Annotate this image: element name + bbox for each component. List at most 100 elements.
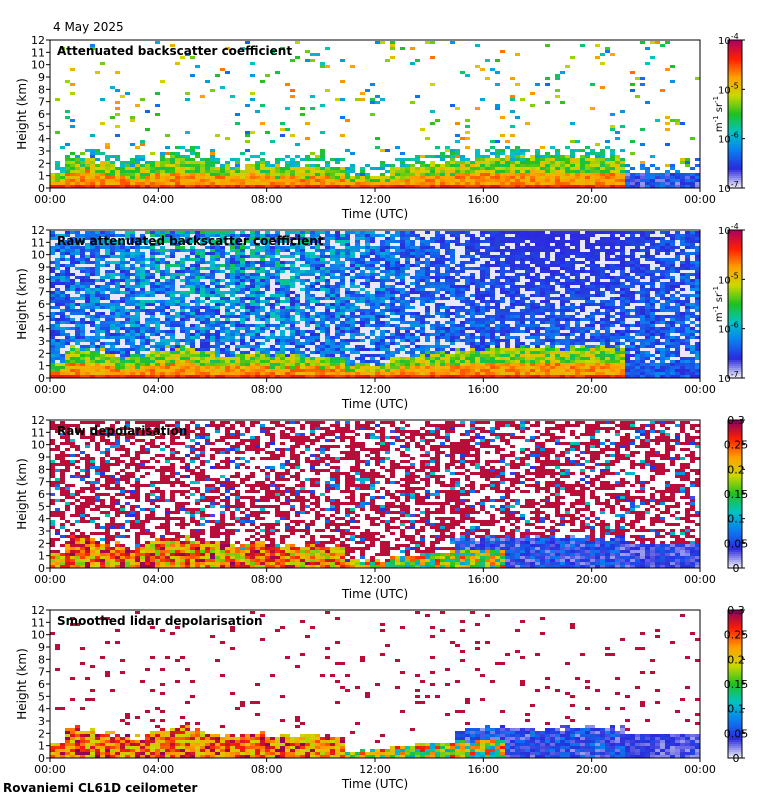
heatmap-cell bbox=[125, 315, 130, 318]
heatmap-cell bbox=[315, 294, 320, 297]
heatmap-cell bbox=[225, 285, 230, 288]
heatmap-cell bbox=[120, 161, 125, 164]
heatmap-cell bbox=[175, 182, 180, 185]
heatmap-cell bbox=[85, 336, 90, 339]
heatmap-cell bbox=[340, 288, 345, 291]
heatmap-cell bbox=[495, 155, 500, 158]
heatmap-cell bbox=[275, 179, 280, 182]
heatmap-cell bbox=[170, 261, 175, 264]
heatmap-cell bbox=[85, 348, 90, 351]
heatmap-cell bbox=[85, 170, 90, 173]
heatmap-cell bbox=[445, 164, 450, 167]
heatmap-cell bbox=[240, 276, 245, 279]
heatmap-cell bbox=[55, 258, 60, 261]
heatmap-cell bbox=[160, 300, 165, 303]
heatmap-cell bbox=[65, 240, 70, 243]
heatmap-cell bbox=[85, 297, 90, 300]
heatmap-cell bbox=[210, 297, 215, 300]
heatmap-cell bbox=[215, 240, 220, 243]
heatmap-cell bbox=[370, 176, 375, 179]
heatmap-cell bbox=[250, 318, 255, 321]
colorbar-segment bbox=[728, 84, 742, 87]
heatmap-cell bbox=[305, 59, 310, 62]
heatmap-cell bbox=[400, 182, 405, 185]
heatmap-cell bbox=[160, 255, 165, 258]
heatmap-cell bbox=[60, 300, 65, 303]
heatmap-cell bbox=[275, 324, 280, 327]
heatmap-cell bbox=[630, 182, 635, 185]
heatmap-cell bbox=[325, 246, 330, 249]
heatmap-cell bbox=[150, 339, 155, 342]
heatmap-cell bbox=[435, 119, 440, 122]
heatmap-cell bbox=[625, 185, 630, 188]
heatmap-cell bbox=[65, 185, 70, 188]
heatmap-cell bbox=[350, 234, 355, 237]
heatmap-cell bbox=[200, 342, 205, 345]
heatmap-cell bbox=[55, 237, 60, 240]
heatmap-cell bbox=[195, 291, 200, 294]
heatmap-cell bbox=[75, 270, 80, 273]
heatmap-cell bbox=[100, 333, 105, 336]
heatmap-cell bbox=[350, 300, 355, 303]
heatmap-cell bbox=[285, 297, 290, 300]
heatmap-cell bbox=[75, 255, 80, 258]
heatmap-cell bbox=[380, 375, 385, 378]
heatmap-cell bbox=[685, 164, 690, 167]
heatmap-cell bbox=[80, 173, 85, 176]
heatmap-cell bbox=[160, 279, 165, 282]
heatmap-cell bbox=[200, 249, 205, 252]
heatmap-cell bbox=[310, 176, 315, 179]
heatmap-cell bbox=[230, 360, 235, 363]
heatmap-cell bbox=[245, 336, 250, 339]
panel-title: Attenuated backscatter coefficient bbox=[57, 44, 292, 58]
heatmap-cell bbox=[140, 339, 145, 342]
heatmap-cell bbox=[195, 339, 200, 342]
heatmap-cell bbox=[240, 321, 245, 324]
heatmap-cell bbox=[90, 158, 95, 161]
heatmap-cell bbox=[295, 285, 300, 288]
heatmap-cell bbox=[165, 267, 170, 270]
heatmap-cell bbox=[355, 369, 360, 372]
heatmap-cell bbox=[340, 158, 345, 161]
heatmap-cell bbox=[265, 318, 270, 321]
heatmap-cell bbox=[685, 179, 690, 182]
heatmap-cell bbox=[245, 179, 250, 182]
heatmap-cell bbox=[235, 122, 240, 125]
heatmap-cell bbox=[395, 158, 400, 161]
heatmap-cell bbox=[140, 306, 145, 309]
heatmap-cell bbox=[225, 279, 230, 282]
heatmap-cell bbox=[195, 167, 200, 170]
heatmap-cell bbox=[345, 333, 350, 336]
heatmap-cell bbox=[90, 231, 95, 234]
heatmap-cell bbox=[215, 252, 220, 255]
heatmap-cell bbox=[70, 315, 75, 318]
heatmap-cell bbox=[320, 279, 325, 282]
heatmap-cell bbox=[220, 360, 225, 363]
heatmap-cell bbox=[200, 285, 205, 288]
y-axis-label: Height (km) bbox=[15, 78, 29, 149]
heatmap-cell bbox=[215, 185, 220, 188]
heatmap-cell bbox=[205, 246, 210, 249]
heatmap-cell bbox=[315, 339, 320, 342]
heatmap-cell bbox=[305, 276, 310, 279]
heatmap-cell bbox=[310, 336, 315, 339]
heatmap-cell bbox=[70, 182, 75, 185]
heatmap-cell bbox=[210, 246, 215, 249]
heatmap-cell bbox=[75, 246, 80, 249]
heatmap-cell bbox=[210, 333, 215, 336]
colorbar-segment bbox=[728, 142, 742, 145]
heatmap-cell bbox=[340, 318, 345, 321]
heatmap-cell bbox=[205, 309, 210, 312]
heatmap-cell bbox=[485, 77, 490, 80]
heatmap-cell bbox=[110, 276, 115, 279]
heatmap-cell bbox=[200, 351, 205, 354]
heatmap-cell bbox=[285, 300, 290, 303]
heatmap-cell bbox=[465, 182, 470, 185]
heatmap-cell bbox=[215, 333, 220, 336]
heatmap-cell bbox=[205, 164, 210, 167]
heatmap-cell bbox=[365, 164, 370, 167]
heatmap-cell bbox=[420, 161, 425, 164]
heatmap-cell bbox=[385, 333, 390, 336]
heatmap-cell bbox=[120, 321, 125, 324]
colorbar: 10-410-510-610-7m-1 sr-1 bbox=[712, 32, 745, 195]
